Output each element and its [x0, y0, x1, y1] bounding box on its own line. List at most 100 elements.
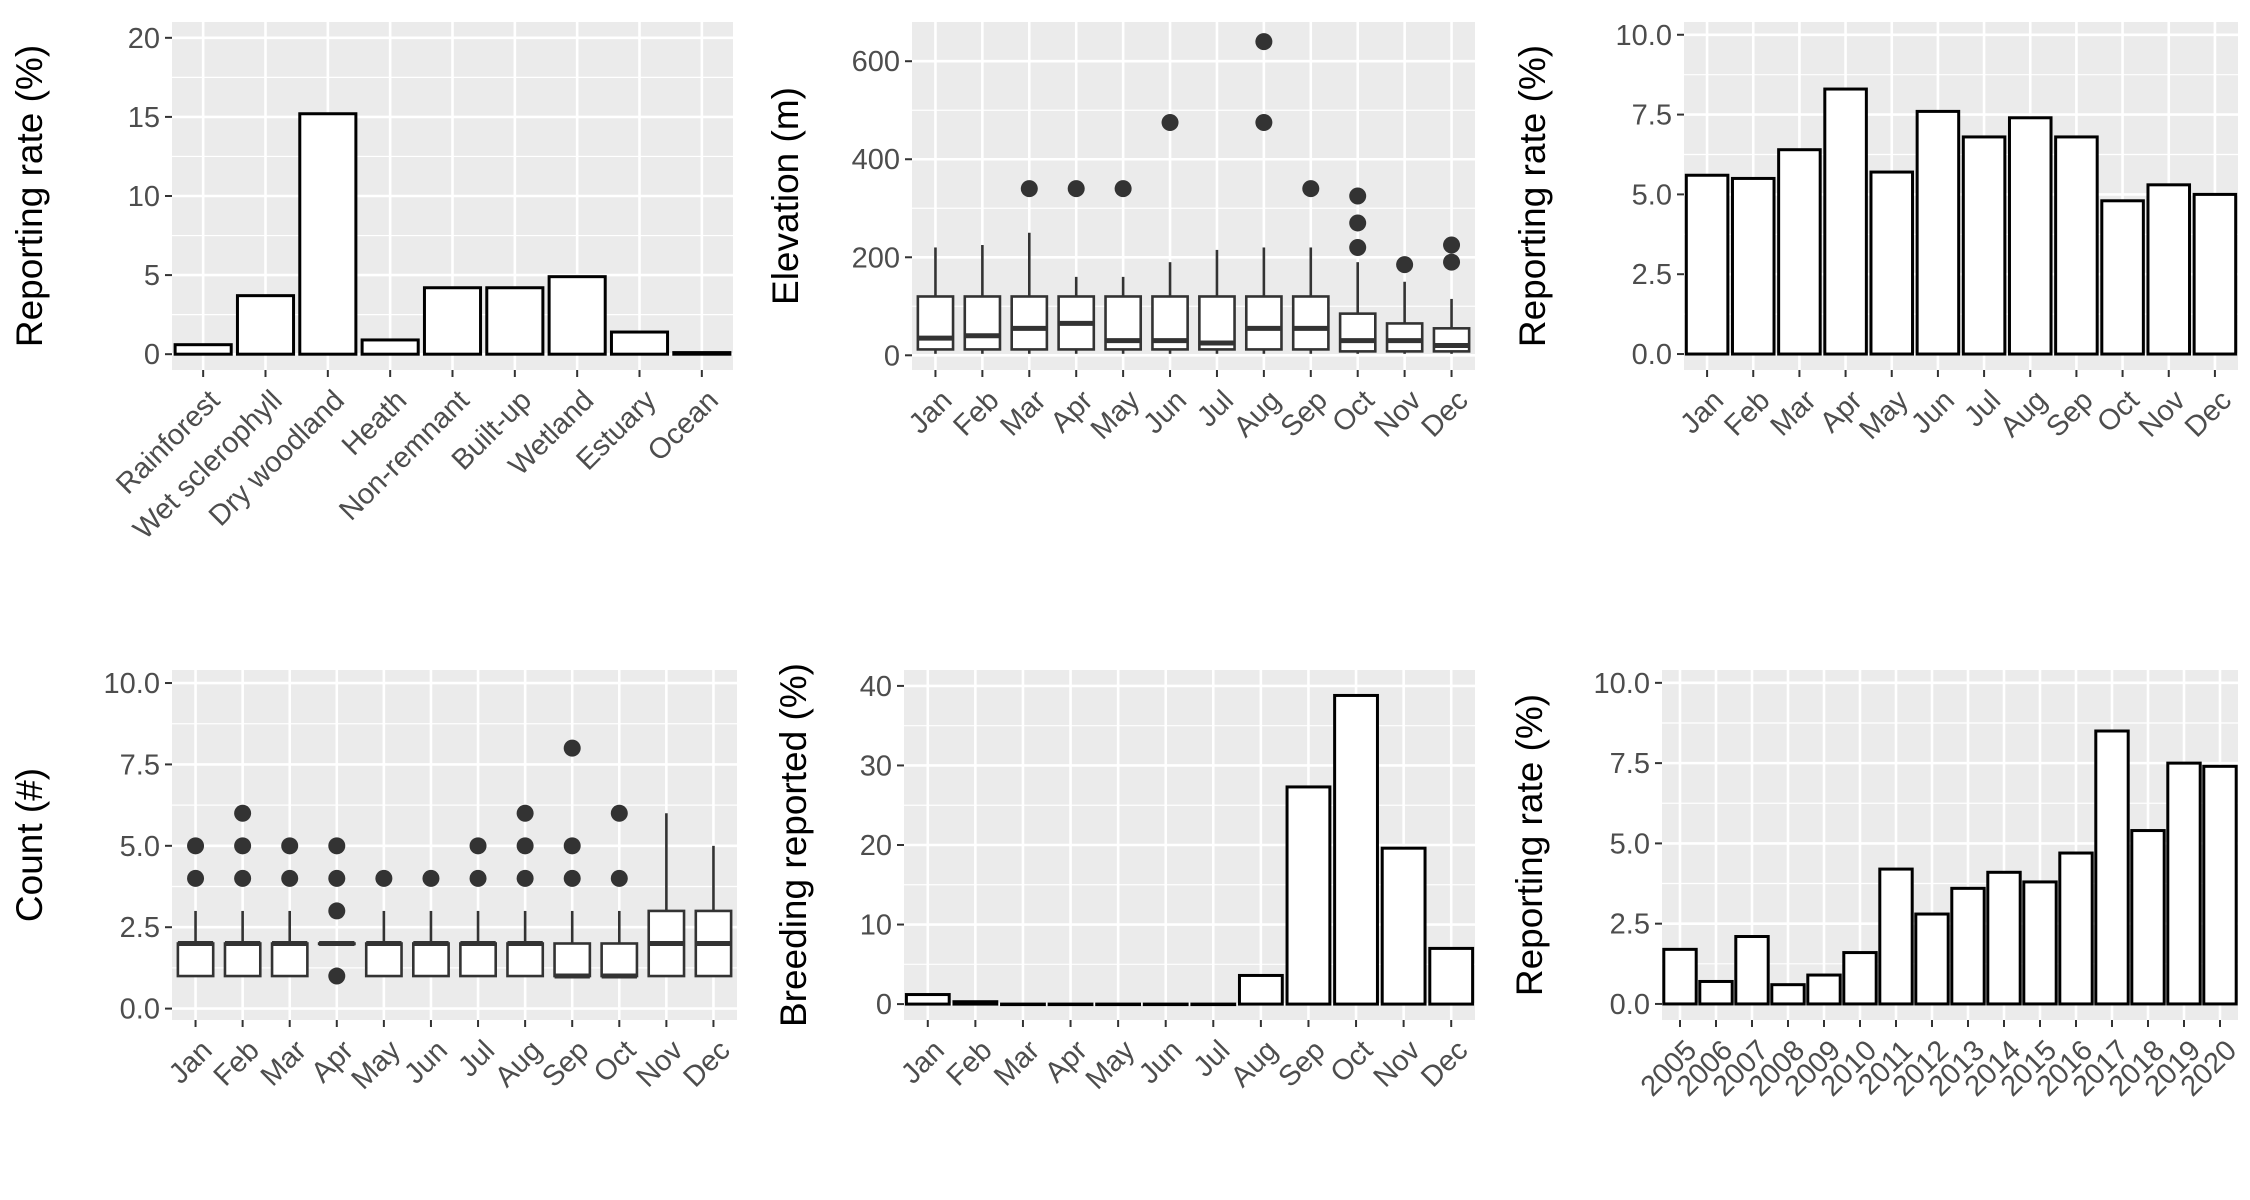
outlier-point: [187, 869, 205, 887]
box-may: [364, 869, 403, 978]
outlier-point: [1349, 238, 1367, 256]
x-tick-label: Mar: [994, 384, 1052, 442]
x-tick-label: Jan: [163, 1034, 219, 1090]
x-tick-label: Jan: [903, 384, 959, 440]
y-tick-label: 0: [144, 339, 160, 371]
outlier-point: [1067, 180, 1085, 198]
outlier-point: [1443, 253, 1461, 271]
y-axis-title: Reporting rate (%): [9, 45, 50, 347]
panel-monthly-breeding: 010203040JanFebMarAprMayJunJulAugSepOctN…: [773, 663, 1475, 1096]
x-tick-label: Oct: [2091, 384, 2146, 439]
bar-2012: [1914, 912, 1950, 1006]
outlier-point: [516, 804, 534, 822]
box-jul: [459, 837, 497, 978]
outlier-point: [1114, 180, 1132, 198]
x-tick-label: Dec: [2179, 384, 2238, 443]
bar-sep: [1285, 785, 1332, 1006]
bar-wet-sclerophyll: [235, 294, 296, 356]
box-jan: [916, 247, 955, 354]
bar-2005: [1662, 947, 1698, 1006]
y-tick-label: 5.0: [120, 831, 160, 863]
bar-oct: [1333, 693, 1379, 1006]
bar-heath: [360, 338, 420, 356]
outlier-point: [1349, 214, 1367, 232]
x-tick-label: Mar: [255, 1034, 313, 1092]
box-mar: [1010, 180, 1049, 354]
x-tick-label: Feb: [940, 1034, 998, 1092]
outlier-point: [563, 869, 581, 887]
box-body: [1244, 295, 1283, 351]
bar-jul: [1961, 135, 2007, 356]
y-tick-label: 10: [128, 181, 160, 213]
outlier-point: [1020, 180, 1038, 198]
outlier-point: [375, 869, 393, 887]
bar-feb: [952, 1000, 999, 1006]
bar-2015: [2022, 880, 2058, 1006]
outlier-point: [563, 837, 581, 855]
y-tick-label: 5.0: [1610, 828, 1650, 860]
outlier-point: [328, 902, 346, 920]
x-tick-label: Feb: [1718, 384, 1776, 442]
outlier-point: [328, 837, 346, 855]
bar-nov: [1380, 846, 1427, 1006]
y-tick-label: 0: [876, 989, 892, 1021]
y-tick-label: 10.0: [104, 668, 160, 700]
bar-2017: [2094, 729, 2130, 1006]
x-tick-label: Sep: [536, 1034, 595, 1093]
box-jun: [1151, 113, 1189, 354]
bar-2013: [1950, 886, 1986, 1006]
plot-background: [912, 22, 1475, 370]
y-axis-title: Count (#): [9, 768, 50, 922]
bar-wetland: [547, 275, 607, 356]
x-tick-label: Jun: [398, 1034, 454, 1090]
panel-monthly-elevation: 0200400600JanFebMarAprMayJunJulAugSepOct…: [765, 22, 1475, 446]
panel-monthly-count: 0.02.55.07.510.0JanFebMarAprMayJunJulAug…: [9, 668, 737, 1096]
outlier-point: [610, 804, 628, 822]
box-jan: [176, 837, 215, 978]
bar-jan: [1684, 173, 1730, 356]
box-jun: [412, 869, 450, 978]
x-tick-label: Feb: [208, 1034, 266, 1092]
x-tick-label: Mar: [988, 1034, 1046, 1092]
outlier-point: [1255, 113, 1273, 131]
y-tick-label: 10.0: [1616, 20, 1672, 52]
y-tick-label: 400: [852, 144, 900, 176]
x-tick-label: Mar: [1765, 384, 1823, 442]
x-tick-label: Dec: [1416, 384, 1475, 443]
box-aug: [1244, 33, 1283, 354]
x-tick-label: Sep: [1275, 384, 1334, 443]
outlier-point: [1349, 187, 1367, 205]
box-body: [459, 942, 497, 978]
y-tick-label: 7.5: [1610, 748, 1650, 780]
y-tick-label: 40: [860, 671, 892, 703]
box-apr: [1057, 180, 1096, 354]
bar-may: [1869, 170, 1915, 356]
bar-jan: [904, 993, 951, 1006]
box-jul: [1198, 249, 1236, 354]
bar-mar: [1000, 1002, 1046, 1007]
box-aug: [506, 804, 545, 978]
y-tick-label: 10: [860, 910, 892, 942]
x-tick-label: Aug: [1228, 384, 1287, 443]
box-body: [1291, 295, 1330, 351]
x-tick-label: May: [1085, 384, 1147, 446]
y-tick-label: 7.5: [120, 749, 160, 781]
box-body: [600, 942, 639, 978]
bar-2006: [1698, 979, 1734, 1006]
outlier-point: [281, 869, 299, 887]
x-tick-label: Aug: [1225, 1034, 1284, 1093]
bar-2011: [1878, 867, 1914, 1006]
box-feb: [963, 245, 1002, 354]
x-tick-label: Dec: [1415, 1034, 1474, 1093]
x-tick-label: Oct: [1326, 384, 1381, 439]
bar-2010: [1842, 951, 1878, 1006]
y-tick-label: 30: [860, 750, 892, 782]
outlier-point: [234, 837, 252, 855]
box-body: [1385, 322, 1424, 353]
outlier-point: [328, 869, 346, 887]
bar-jul: [1190, 1002, 1237, 1007]
bar-feb: [1730, 176, 1776, 356]
box-body: [223, 942, 262, 978]
box-sep: [1291, 180, 1330, 354]
